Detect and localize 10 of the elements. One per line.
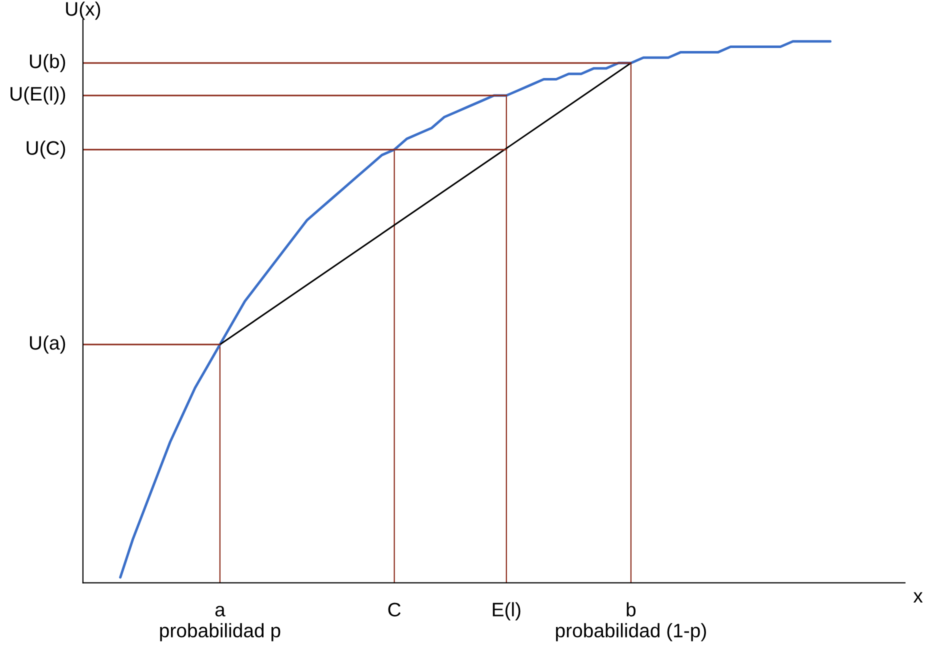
x-axis-title: x: [913, 592, 923, 602]
x-tick-label: E(l): [492, 602, 520, 620]
series-label: U(b): [30, 54, 66, 72]
series-label: U(E(l)): [10, 86, 66, 105]
series-label: U(a): [30, 335, 66, 354]
x-tick-label: a probabilidad p: [160, 606, 280, 642]
x-tick-label: C: [388, 602, 401, 616]
y-axis-title: U(x): [66, 2, 100, 20]
x-tick-label: b probabilidad (1-p): [556, 602, 706, 642]
series-label: U(C): [26, 140, 66, 159]
